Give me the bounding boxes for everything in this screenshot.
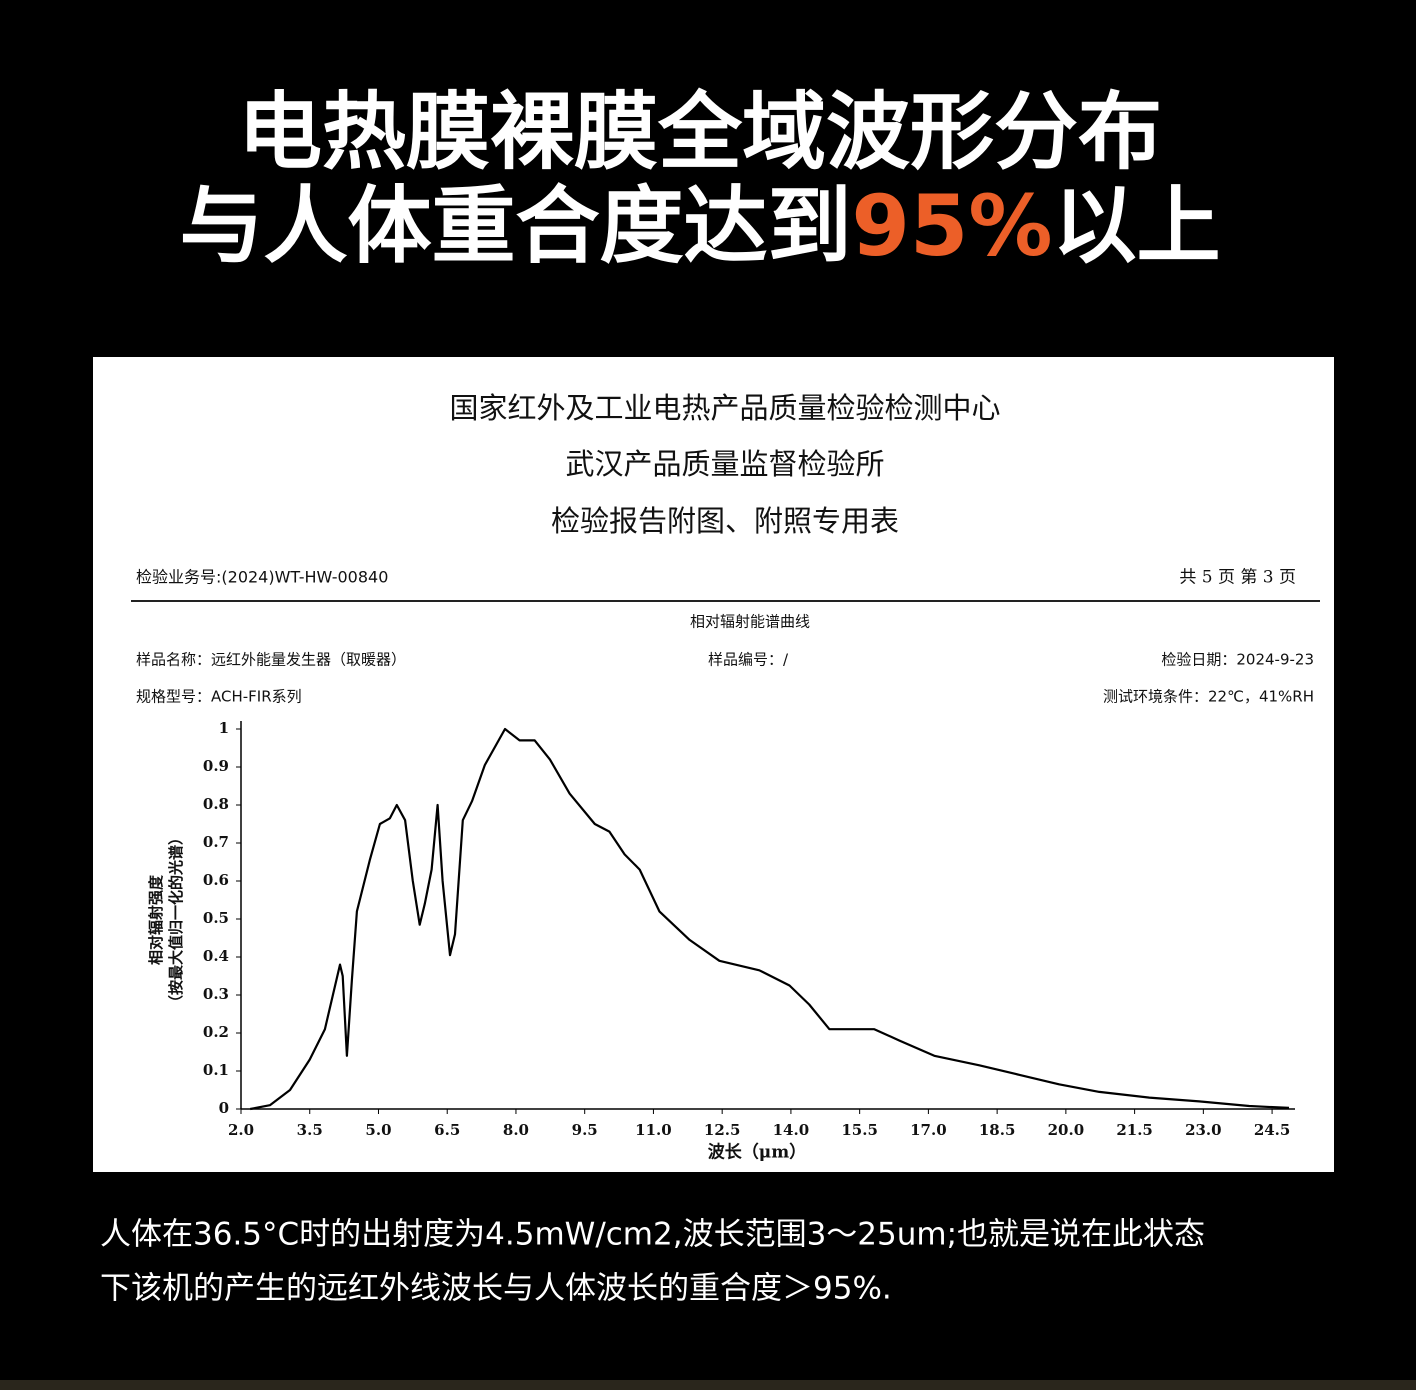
x-tick-label: 23.0 <box>1185 1121 1222 1139</box>
x-tick-label: 20.0 <box>1048 1121 1085 1139</box>
headline: 电热膜裸膜全域波形分布 <box>238 83 1162 181</box>
y-tick-label: 1 <box>219 719 229 737</box>
headline-highlight: 95% <box>851 177 1052 275</box>
business-no: 检验业务号:(2024)WT-HW-00840 <box>136 568 388 587</box>
x-tick-label: 6.5 <box>434 1121 460 1139</box>
y-tick-label: 0.9 <box>203 757 229 775</box>
report-title: 武汉产品质量监督检验所 <box>565 447 884 481</box>
y-tick-label: 0 <box>219 1099 229 1117</box>
bottom-strip <box>0 1380 1416 1390</box>
x-tick-label: 2.0 <box>228 1121 254 1139</box>
x-tick-label: 5.0 <box>365 1121 391 1139</box>
sample-no: 样品编号：/ <box>708 651 789 669</box>
headline-part: 以上 <box>1053 177 1221 275</box>
x-axis-label: 波长（μm） <box>708 1142 806 1163</box>
x-tick-label: 17.0 <box>910 1121 947 1139</box>
y-tick-label: 0.1 <box>203 1061 229 1079</box>
caption: 下该机的产生的远红外线波长与人体波长的重合度＞95%. <box>100 1271 892 1307</box>
x-tick-label: 14.0 <box>773 1121 810 1139</box>
y-tick-label: 0.2 <box>203 1023 229 1041</box>
x-tick-label: 9.5 <box>572 1121 598 1139</box>
x-tick-label: 21.5 <box>1116 1121 1153 1139</box>
y-tick-label: 0.3 <box>203 985 229 1003</box>
x-tick-label: 8.0 <box>503 1121 529 1139</box>
y-axis-label: （按最大值归一化的光谱） <box>167 830 185 1010</box>
environment: 测试环境条件：22℃，41%RH <box>1103 688 1314 706</box>
headline: 与人体重合度达到95%以上 <box>179 177 1220 275</box>
y-axis-label: 相对辐射强度 <box>147 874 165 965</box>
y-tick-label: 0.4 <box>203 947 229 965</box>
sample-name: 样品名称：远红外能量发生器（取暖器） <box>136 651 406 669</box>
headline-part: 与人体重合度达到 <box>179 177 851 275</box>
y-tick-label: 0.5 <box>203 909 229 927</box>
report-sheet <box>93 357 1334 1172</box>
spectrum-line <box>249 727 1290 1111</box>
x-tick-label: 15.5 <box>841 1121 878 1139</box>
y-tick-label: 0.6 <box>203 871 229 889</box>
report-title: 检验报告附图、附照专用表 <box>551 504 899 538</box>
report-title: 国家红外及工业电热产品质量检验检测中心 <box>449 391 1000 425</box>
y-tick-label: 0.7 <box>203 833 229 851</box>
caption: 人体在36.5°C时的出射度为4.5mW/cm2,波长范围3～25um;也就是说… <box>100 1217 1205 1253</box>
x-tick-label: 3.5 <box>297 1121 323 1139</box>
x-tick-label: 18.5 <box>979 1121 1016 1139</box>
x-tick-label: 11.0 <box>635 1121 672 1139</box>
model: 规格型号：ACH-FIR系列 <box>136 688 302 706</box>
x-tick-label: 24.5 <box>1254 1121 1291 1139</box>
x-tick-label: 12.5 <box>704 1121 741 1139</box>
page-info: 共 5 页 第 3 页 <box>1179 568 1296 588</box>
y-tick-label: 0.8 <box>203 795 229 813</box>
test-date: 检验日期：2024-9-23 <box>1161 651 1314 669</box>
chart-title: 相对辐射能谱曲线 <box>690 613 810 631</box>
